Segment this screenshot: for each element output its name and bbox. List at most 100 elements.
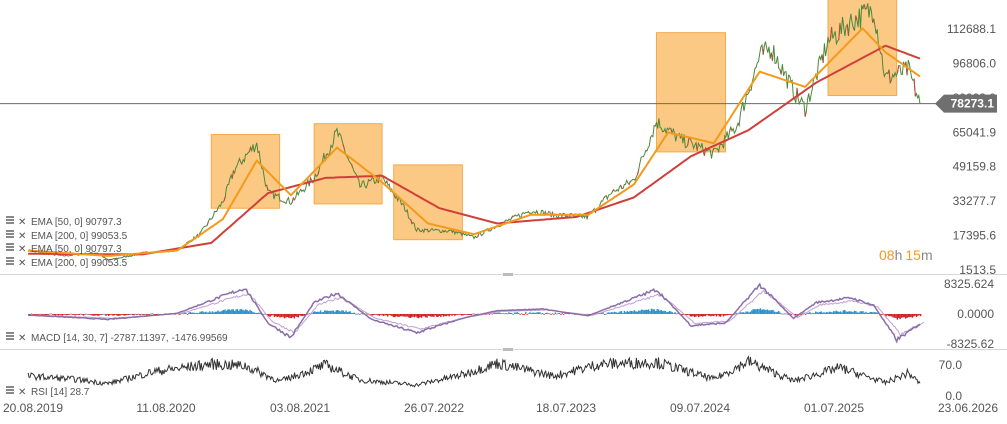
- macd-histogram-bar: [110, 314, 113, 315]
- legend-ema-3[interactable]: ✕ EMA [50, 0] 90797.3: [6, 243, 122, 255]
- macd-histogram-bar: [367, 314, 369, 315]
- macd-histogram-bar: [749, 311, 752, 314]
- macd-axis[interactable]: 8325.624 0.0000 -8325.62: [944, 277, 994, 351]
- macd-histogram-bar: [642, 309, 644, 314]
- legend-close-icon[interactable]: ✕: [18, 244, 26, 255]
- time-axis[interactable]: 20.08.2019 11.08.2020 03.08.2021 26.07.2022…: [3, 401, 998, 415]
- macd-histogram-bar: [588, 314, 590, 315]
- macd-histogram-bar: [290, 314, 293, 319]
- legend-macd[interactable]: ✕ MACD [14, 30, 7] -2787.11397, -1476.99…: [6, 332, 228, 344]
- legend-menu-icon[interactable]: [6, 386, 14, 388]
- macd-histogram-bar: [503, 313, 506, 315]
- macd-histogram-bar: [311, 313, 313, 314]
- macd-histogram-bar: [356, 313, 358, 315]
- macd-histogram-bar: [412, 314, 414, 317]
- macd-histogram-bar: [53, 314, 55, 316]
- macd-histogram-bar: [431, 314, 434, 317]
- macd-histogram-bar: [889, 314, 891, 317]
- legend-close-icon[interactable]: ✕: [18, 217, 26, 228]
- macd-histogram-bar: [279, 314, 281, 318]
- macd-histogram-bar: [78, 314, 81, 316]
- panel-resize-handle-1[interactable]: [503, 273, 513, 276]
- macd-histogram-bar: [670, 311, 672, 314]
- legend-menu-icon[interactable]: [6, 257, 14, 259]
- macd-histogram-bar: [786, 313, 788, 315]
- legend-menu-icon[interactable]: [6, 230, 14, 232]
- macd-histogram-bar: [396, 314, 399, 317]
- macd-histogram-bar: [64, 314, 66, 315]
- macd-histogram-bar: [848, 311, 850, 314]
- macd-histogram-bar: [217, 310, 219, 314]
- macd-histogram-bar: [228, 309, 230, 314]
- macd-histogram-bar: [99, 314, 102, 315]
- legend-close-icon[interactable]: ✕: [18, 333, 26, 344]
- legend-close-icon[interactable]: ✕: [18, 258, 26, 269]
- macd-histogram-bar: [688, 314, 690, 315]
- macd-histogram-bar: [346, 311, 349, 314]
- macd-histogram-bar: [42, 314, 44, 316]
- macd-histogram-bar: [603, 314, 606, 315]
- macd-histogram-bar: [408, 314, 410, 318]
- macd-histogram-bar: [327, 310, 329, 314]
- macd-histogram-bar: [87, 313, 89, 315]
- macd-histogram-bar: [717, 314, 719, 316]
- macd-histogram-bar: [259, 312, 261, 314]
- macd-histogram-bar: [136, 314, 138, 316]
- macd-histogram-bar: [765, 309, 767, 314]
- macd-histogram-bar: [270, 314, 273, 316]
- macd-histogram-bar: [174, 314, 176, 315]
- legend-menu-icon[interactable]: [6, 332, 14, 334]
- macd-histogram-bar: [846, 311, 849, 314]
- price-axis[interactable]: 112688.196806.080923.965041.949159.83327…: [947, 22, 996, 277]
- macd-histogram-bar: [810, 313, 813, 315]
- macd-histogram-bar: [193, 312, 196, 314]
- macd-histogram-bar: [870, 312, 873, 314]
- macd-histogram-bar: [286, 314, 288, 318]
- macd-histogram-bar: [191, 312, 193, 314]
- legend-close-icon[interactable]: ✕: [18, 387, 26, 398]
- panel-resize-handle-2[interactable]: [503, 348, 513, 351]
- macd-histogram-bar: [29, 314, 31, 315]
- macd-histogram-bar: [82, 314, 85, 316]
- rsi-axis[interactable]: 70.0 0.0: [939, 358, 963, 403]
- macd-histogram-bar: [513, 312, 516, 314]
- macd-histogram-bar: [520, 313, 523, 315]
- macd-histogram-bar: [564, 312, 566, 314]
- macd-histogram-bar: [917, 314, 919, 316]
- macd-histogram-bar: [586, 313, 589, 315]
- macd-histogram-bar: [47, 314, 50, 315]
- legend-ema-4[interactable]: ✕ EMA [200, 0] 99053.5: [6, 257, 128, 269]
- legend-ema-2[interactable]: ✕ EMA [200, 0] 99053.5: [6, 230, 128, 242]
- macd-histogram-bar: [280, 314, 283, 318]
- macd-histogram-bar: [44, 314, 47, 316]
- macd-histogram-bar: [882, 314, 884, 315]
- macd-histogram-bar: [664, 311, 667, 314]
- macd-histogram-bar: [838, 311, 840, 314]
- macd-histogram-bar: [710, 314, 712, 317]
- macd-histogram-bar: [868, 312, 870, 314]
- macd-histogram-bar: [46, 314, 48, 316]
- macd-histogram-bar: [686, 314, 689, 315]
- macd-histogram-bar: [185, 313, 187, 314]
- macd-histogram-bar: [863, 312, 866, 314]
- macd-histogram-bar: [565, 313, 568, 314]
- legend-menu-icon[interactable]: [6, 243, 14, 245]
- macd-histogram-bar: [289, 314, 291, 319]
- macd-histogram-bar: [886, 314, 889, 316]
- macd-histogram-bar: [382, 314, 385, 316]
- macd-histogram-bar: [188, 312, 190, 314]
- macd-histogram-bar: [445, 314, 448, 317]
- legend-rsi[interactable]: ✕ RSI [14] 28.7: [6, 386, 90, 398]
- macd-histogram-bar: [300, 314, 302, 317]
- macd-histogram-bar: [725, 314, 727, 316]
- macd-histogram-bar: [140, 313, 142, 315]
- legend-close-icon[interactable]: ✕: [18, 231, 26, 242]
- macd-histogram-bar: [37, 314, 40, 315]
- macd-histogram-bar: [115, 314, 117, 315]
- legend-menu-icon[interactable]: [6, 216, 14, 218]
- legend-ema-1[interactable]: ✕ EMA [50, 0] 90797.3: [6, 216, 122, 228]
- macd-histogram-bar: [341, 310, 343, 314]
- macd-histogram-bar: [101, 314, 103, 315]
- macd-histogram-bar: [197, 313, 200, 314]
